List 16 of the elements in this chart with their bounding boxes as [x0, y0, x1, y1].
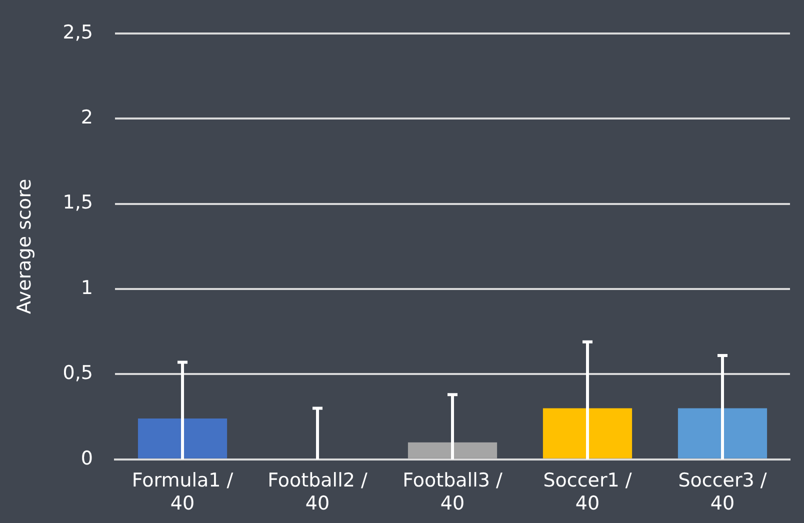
- y-tick-label: 1,5: [62, 192, 94, 214]
- x-tick-label: Formula1 / 40: [132, 470, 234, 515]
- bar: [408, 442, 498, 458]
- x-tick-label: Football2 / 40: [268, 470, 368, 515]
- x-tick-label: Soccer1 / 40: [543, 470, 632, 515]
- y-axis-title: Average score: [13, 178, 36, 314]
- bar: [138, 418, 228, 458]
- bar: [542, 408, 632, 458]
- y-tick-label: 1: [80, 276, 94, 299]
- y-tick-label: 0: [80, 447, 94, 470]
- x-tick-label: Soccer3 / 40: [678, 470, 768, 515]
- y-tick-label: 2,5: [62, 21, 94, 44]
- x-tick-label: Football3 / 40: [402, 470, 503, 515]
- bar: [678, 408, 768, 458]
- y-tick-label: 0,5: [62, 362, 94, 384]
- y-tick-label: 2: [80, 106, 94, 129]
